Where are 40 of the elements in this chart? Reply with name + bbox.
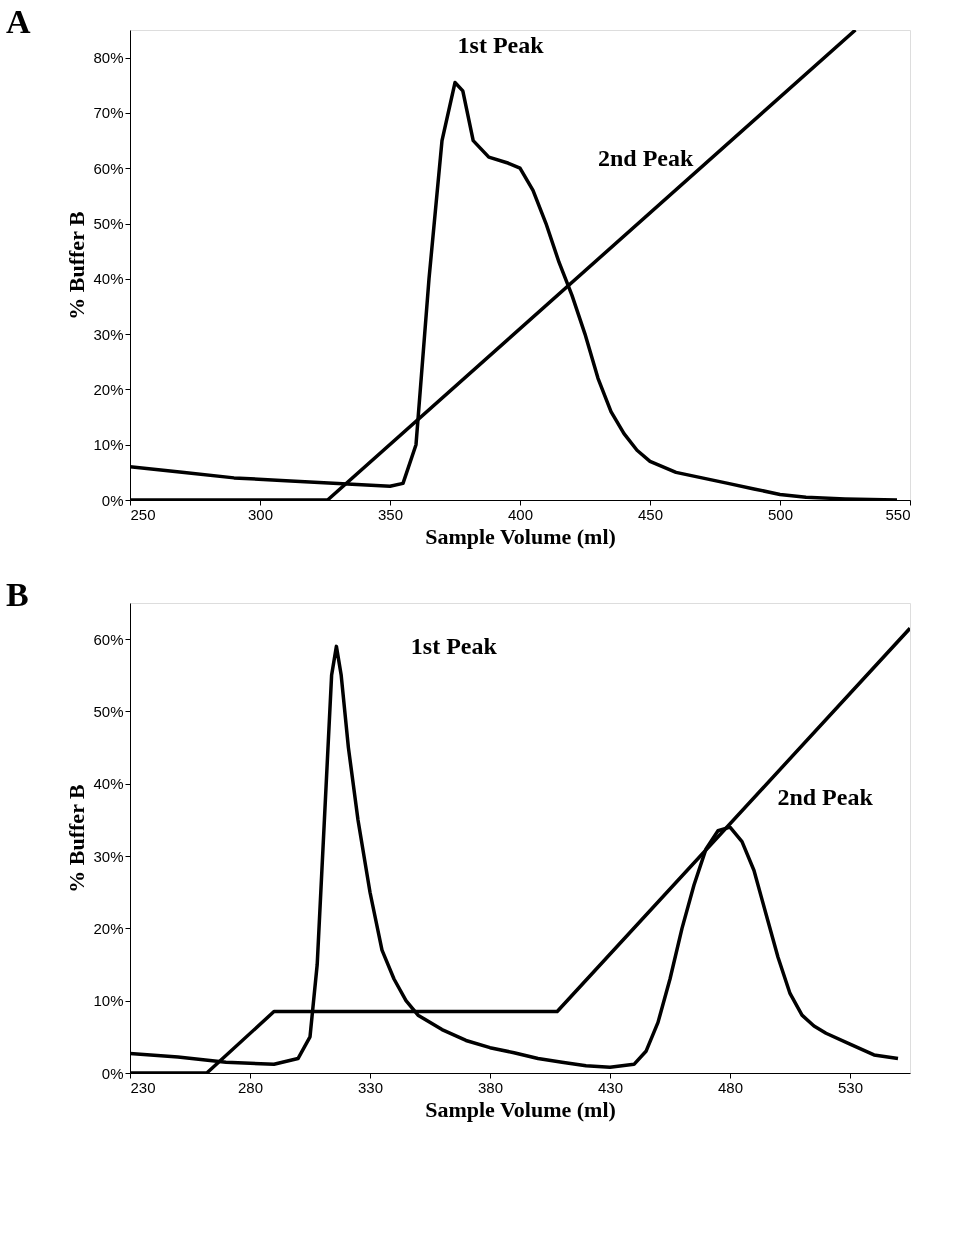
x-tick-label: 430 [597, 1078, 624, 1096]
x-tick-label: 530 [837, 1078, 864, 1096]
y-tick-label: 50% [93, 702, 124, 720]
x-tick-label: 550 [885, 505, 911, 523]
x-tick-label: 400 [507, 505, 534, 523]
x-tick-label: 350 [377, 505, 404, 523]
annotation: 1st Peak [457, 32, 545, 59]
y-tick-label: 40% [93, 270, 124, 288]
chart-title: B [5, 576, 29, 613]
y-tick-label: 10% [93, 992, 124, 1010]
y-tick-label: 0% [101, 1064, 124, 1082]
annotation: 2nd Peak [777, 783, 874, 810]
x-tick-label: 500 [767, 505, 794, 523]
x-tick-label: 450 [637, 505, 664, 523]
y-tick-label: 60% [93, 159, 124, 177]
x-tick-label: 280 [237, 1078, 264, 1096]
y-tick-label: 20% [93, 380, 124, 398]
chart-title: A [5, 3, 31, 40]
annotation: 1st Peak [410, 633, 498, 660]
x-axis-title: Sample Volume (ml) [425, 523, 616, 549]
y-tick-label: 30% [93, 325, 124, 343]
x-tick-label: 230 [130, 1078, 156, 1096]
y-tick-label: 50% [93, 215, 124, 233]
y-tick-label: 10% [93, 436, 124, 454]
y-tick-label: 0% [101, 491, 124, 509]
y-axis-title: % Buffer B [64, 210, 90, 320]
y-axis-title: % Buffer B [64, 783, 90, 893]
x-tick-label: 480 [717, 1078, 744, 1096]
y-tick-label: 40% [93, 775, 124, 793]
annotation: 2nd Peak [598, 145, 695, 171]
y-tick-label: 60% [93, 630, 124, 648]
x-tick-label: 330 [357, 1078, 384, 1096]
x-tick-label: 250 [130, 505, 156, 523]
x-tick-label: 380 [477, 1078, 504, 1096]
x-axis-title: Sample Volume (ml) [425, 1096, 616, 1122]
y-tick-label: 70% [93, 104, 124, 122]
y-tick-label: 20% [93, 919, 124, 937]
y-tick-label: 80% [93, 49, 124, 67]
y-tick-label: 30% [93, 847, 124, 865]
x-tick-label: 300 [247, 505, 274, 523]
